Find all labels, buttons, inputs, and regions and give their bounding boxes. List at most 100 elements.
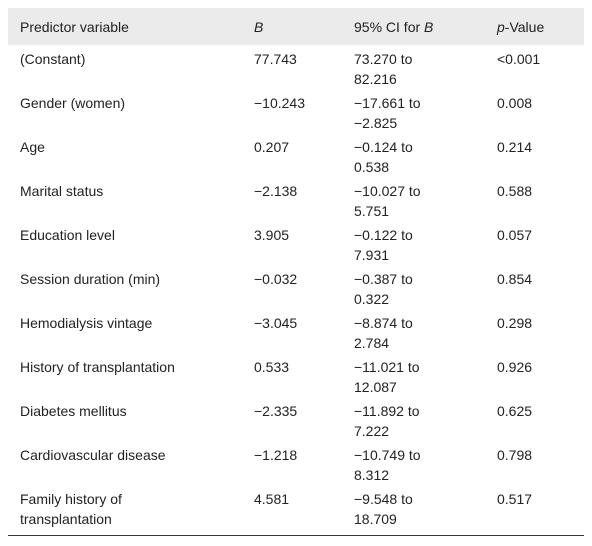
- cell-text: 4.581: [254, 491, 290, 507]
- cell-text: −0.032: [254, 271, 298, 287]
- cell-text: 73.270 to 82.216: [354, 51, 413, 87]
- cell-text: Gender (women): [20, 95, 126, 111]
- header-cell: p-Value: [485, 8, 584, 45]
- cell-text: −8.874 to 2.784: [354, 315, 413, 351]
- cell-text: −10.243: [254, 95, 305, 111]
- table-row: Hemodialysis vintage −3.045 −8.874 to 2.78…: [8, 309, 584, 353]
- table-cell: 73.270 to 82.216: [342, 45, 485, 89]
- cell-text: Marital status: [20, 183, 104, 199]
- cell-text: −10.749 to 8.312: [354, 447, 421, 483]
- table-cell: 0.517: [485, 485, 584, 536]
- cell-text: −1.218: [254, 447, 298, 463]
- table-cell: History of transplantation: [8, 353, 242, 397]
- table-row: (Constant) 77.743 73.270 to 82.216 <0.001: [8, 45, 584, 89]
- table-cell: −0.032: [242, 265, 342, 309]
- table-cell: −3.045: [242, 309, 342, 353]
- table-cell: 0.625: [485, 397, 584, 441]
- table-row: History of transplantation 0.533 −11.021 t…: [8, 353, 584, 397]
- cell-text: −0.387 to 0.322: [354, 271, 413, 307]
- header-cell: Predictor variable: [8, 8, 242, 45]
- cell-text: History of transplantation: [20, 359, 175, 375]
- cell-text: Education level: [20, 227, 115, 243]
- cell-text: −2.335: [254, 403, 298, 419]
- table-cell: −10.749 to 8.312: [342, 441, 485, 485]
- table-cell: 0.926: [485, 353, 584, 397]
- cell-text: −0.122 to 7.931: [354, 227, 413, 263]
- table-cell: −10.243: [242, 89, 342, 133]
- header-cell: 95% CI for B: [342, 8, 485, 45]
- cell-text: 0.214: [497, 139, 533, 155]
- table-cell: Cardiovascular disease: [8, 441, 242, 485]
- cell-text: Age: [20, 139, 45, 155]
- table-row: Education level 3.905 −0.122 to 7.931 0.057: [8, 221, 584, 265]
- cell-text: −10.027 to 5.751: [354, 183, 421, 219]
- cell-text: 0.057: [497, 227, 533, 243]
- header-text: Predictor variable: [20, 19, 129, 35]
- cell-text: 0.625: [497, 403, 533, 419]
- cell-text: 77.743: [254, 51, 297, 67]
- cell-text: 0.926: [497, 359, 533, 375]
- cell-text: 0.298: [497, 315, 533, 331]
- cell-text: 0.207: [254, 139, 290, 155]
- table-cell: −0.122 to 7.931: [342, 221, 485, 265]
- table-cell: 0.057: [485, 221, 584, 265]
- cell-text: Session duration (min): [20, 271, 161, 287]
- table-cell: −2.335: [242, 397, 342, 441]
- table-cell: Hemodialysis vintage: [8, 309, 242, 353]
- cell-text: 0.533: [254, 359, 290, 375]
- table-row: Gender (women) −10.243 −17.661 to −2.825 0.…: [8, 89, 584, 133]
- cell-text: −0.124 to 0.538: [354, 139, 413, 175]
- table-cell: −2.138: [242, 177, 342, 221]
- cell-text: −17.661 to −2.825: [354, 95, 421, 131]
- table-cell: −10.027 to 5.751: [342, 177, 485, 221]
- header-text: -Value: [504, 19, 545, 35]
- cell-text: 0.588: [497, 183, 533, 199]
- table-cell: −11.892 to 7.222: [342, 397, 485, 441]
- header-text: B: [424, 19, 434, 35]
- cell-text: 0.798: [497, 447, 533, 463]
- table-row: Marital status −2.138 −10.027 to 5.751 0.58…: [8, 177, 584, 221]
- cell-text: <0.001: [497, 51, 541, 67]
- cell-text: 0.008: [497, 95, 533, 111]
- cell-text: −11.892 to 7.222: [354, 403, 420, 439]
- cell-text: Family history of transplantation: [20, 491, 122, 527]
- header-text: p: [497, 19, 505, 35]
- cell-text: −2.138: [254, 183, 298, 199]
- table-cell: 0.298: [485, 309, 584, 353]
- cell-text: Diabetes mellitus: [20, 403, 127, 419]
- table-cell: Age: [8, 133, 242, 177]
- table-row: Cardiovascular disease −1.218 −10.749 to 8…: [8, 441, 584, 485]
- table-cell: Marital status: [8, 177, 242, 221]
- table-cell: Education level: [8, 221, 242, 265]
- cell-text: −3.045: [254, 315, 298, 331]
- table-cell: −0.124 to 0.538: [342, 133, 485, 177]
- table-cell: 0.207: [242, 133, 342, 177]
- table-cell: 0.214: [485, 133, 584, 177]
- cell-text: −11.021 to 12.087: [354, 359, 420, 395]
- table-cell: −17.661 to −2.825: [342, 89, 485, 133]
- cell-text: Hemodialysis vintage: [20, 315, 153, 331]
- cell-text: (Constant): [20, 51, 86, 67]
- table-row: Age 0.207 −0.124 to 0.538 0.214: [8, 133, 584, 177]
- cell-text: Cardiovascular disease: [20, 447, 166, 463]
- table-cell: Session duration (min): [8, 265, 242, 309]
- header-cell: B: [242, 8, 342, 45]
- table-cell: (Constant): [8, 45, 242, 89]
- header-text: B: [254, 19, 264, 35]
- cell-text: −9.548 to 18.709: [354, 491, 413, 527]
- table-cell: 0.008: [485, 89, 584, 133]
- table-cell: −9.548 to 18.709: [342, 485, 485, 536]
- table-cell: Diabetes mellitus: [8, 397, 242, 441]
- table-cell: Family history of transplantation: [8, 485, 242, 536]
- table-cell: 0.854: [485, 265, 584, 309]
- table-cell: −11.021 to 12.087: [342, 353, 485, 397]
- table-row: Diabetes mellitus −2.335 −11.892 to 7.222 0…: [8, 397, 584, 441]
- cell-text: 0.854: [497, 271, 533, 287]
- table-row: Family history of transplantation 4.581 −9…: [8, 485, 584, 536]
- table-cell: 0.533: [242, 353, 342, 397]
- table-cell: 4.581: [242, 485, 342, 536]
- table-cell: 0.588: [485, 177, 584, 221]
